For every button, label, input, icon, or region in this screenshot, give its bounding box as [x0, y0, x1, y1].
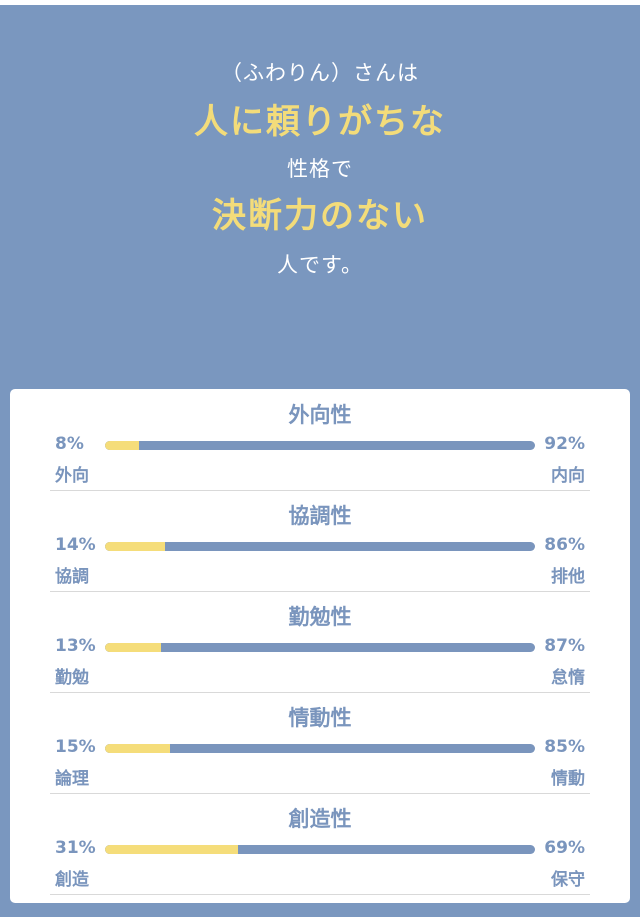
left-label: 外向	[55, 466, 89, 486]
right-percent: 69%	[544, 838, 585, 858]
right-percent: 86%	[544, 535, 585, 555]
left-label: 協調	[55, 567, 89, 587]
hero-name-line: （ふわりん）さんは	[221, 61, 419, 85]
left-label: 創造	[55, 870, 89, 890]
hero-closing-line: 人です。	[277, 253, 363, 277]
trait-bar-fill	[105, 744, 170, 753]
trait-row-emotionality: 情動性 15% 85% 論理 情動	[50, 692, 590, 794]
hero-trait-2: 決断力のない	[212, 196, 428, 236]
right-label: 怠惰	[551, 668, 585, 688]
hero-connector-line: 性格で	[287, 157, 353, 181]
trait-bar-fill	[105, 542, 166, 551]
trait-title: 勤勉性	[288, 605, 352, 629]
right-percent: 85%	[544, 737, 585, 757]
left-percent: 31%	[55, 838, 96, 858]
left-label: 論理	[55, 769, 89, 789]
trait-row-extraversion: 外向性 8% 92% 外向 内向	[50, 389, 590, 491]
left-label: 勤勉	[55, 668, 89, 688]
left-percent: 8%	[55, 434, 84, 454]
trait-bar-fill	[105, 643, 161, 652]
trait-row-creativity: 創造性 31% 69% 創造 保守	[50, 793, 590, 895]
trait-title: 創造性	[288, 807, 352, 831]
trait-bar	[105, 744, 535, 753]
trait-bar	[105, 542, 535, 551]
trait-title: 情動性	[288, 706, 352, 730]
right-label: 排他	[551, 567, 585, 587]
trait-title: 外向性	[288, 403, 352, 427]
trait-bar-fill	[105, 845, 239, 854]
trait-bar	[105, 845, 535, 854]
trait-bar	[105, 441, 535, 450]
left-percent: 14%	[55, 535, 96, 555]
trait-row-cooperation: 協調性 14% 86% 協調 排他	[50, 490, 590, 592]
top-border	[0, 0, 640, 5]
result-summary: （ふわりん）さんは 人に頼りがちな 性格で 決断力のない 人です。	[0, 58, 640, 280]
right-label: 保守	[551, 870, 585, 890]
trait-bar-fill	[105, 441, 140, 450]
trait-bar	[105, 643, 535, 652]
trait-card: 外向性 8% 92% 外向 内向 協調性 14% 86% 協調 排他 勤勉性 1…	[10, 389, 630, 903]
trait-row-diligence: 勤勉性 13% 87% 勤勉 怠惰	[50, 591, 590, 693]
left-percent: 13%	[55, 636, 96, 656]
right-percent: 87%	[544, 636, 585, 656]
right-label: 内向	[551, 466, 585, 486]
right-label: 情動	[551, 769, 585, 789]
hero-trait-1: 人に頼りがちな	[194, 102, 446, 142]
left-percent: 15%	[55, 737, 96, 757]
right-percent: 92%	[544, 434, 585, 454]
trait-title: 協調性	[288, 504, 352, 528]
